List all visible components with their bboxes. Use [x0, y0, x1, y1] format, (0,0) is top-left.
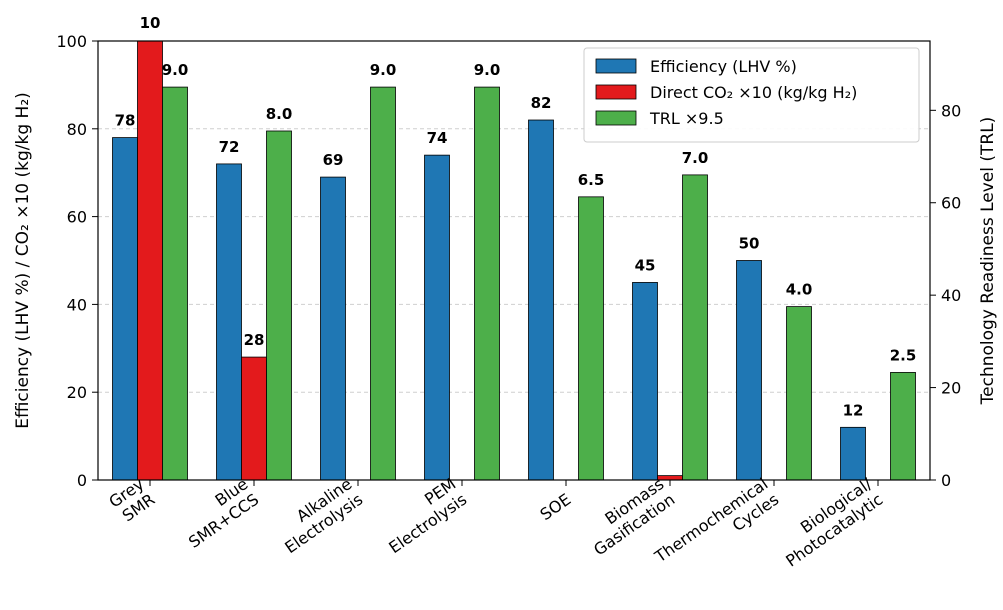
- y-tick-label: 80: [67, 120, 87, 139]
- data-label: 78: [115, 112, 136, 130]
- x-tick-label: ThermochemicalCycles: [650, 474, 782, 582]
- bar-series-1: [137, 40, 163, 481]
- data-label: 72: [219, 138, 240, 156]
- data-label: 50: [739, 235, 760, 253]
- y-tick-label: 60: [67, 208, 87, 227]
- y2-tick-label: 20: [941, 379, 961, 398]
- bar-series-1: [241, 356, 267, 481]
- data-label: 28: [244, 331, 265, 349]
- data-labels: 78 10 9.0 72 28 8.0 69 9.0 74 9.0 82 6.5 45 7.0 50 4.0 1…: [115, 14, 917, 419]
- bar-series-0: [112, 137, 138, 481]
- y-axis-title: Efficiency (LHV %) / CO₂ ×10 (kg/kg H₂): [13, 92, 33, 429]
- legend-swatch: [595, 58, 637, 74]
- data-label: 7.0: [682, 149, 709, 167]
- x-tick-label: Biological/Photocatalytic: [771, 474, 886, 571]
- data-label: 74: [427, 129, 448, 147]
- y-tick-label: 20: [67, 383, 87, 402]
- y2-tick-label: 60: [941, 194, 961, 213]
- y2-tick-label: 0: [941, 471, 951, 490]
- y-tick-label: 0: [77, 471, 87, 490]
- bar-series-0: [632, 282, 658, 481]
- legend-entry: Efficiency (LHV %): [650, 57, 797, 76]
- y2-axis-title: Technology Readiness Level (TRL): [978, 117, 998, 406]
- x-tick-label: BlueSMR+CCS: [174, 474, 262, 552]
- y2-tick-label: 80: [941, 101, 961, 120]
- bar-series-0: [216, 163, 242, 481]
- data-label: 82: [531, 94, 552, 112]
- data-label: 4.0: [786, 281, 813, 299]
- legend-entry: TRL ×9.5: [649, 109, 724, 128]
- bar-series-1: [657, 475, 683, 481]
- bar-series-0: [424, 154, 450, 481]
- y2-tick-label: 40: [941, 286, 961, 305]
- bar-series-2: [162, 86, 188, 481]
- bar-series-2: [786, 306, 812, 481]
- legend: Efficiency (LHV %) Direct CO₂ ×10 (kg/kg …: [583, 47, 920, 143]
- bar-series-0: [528, 119, 554, 481]
- data-label: 9.0: [474, 61, 501, 79]
- data-label: 10: [140, 14, 161, 32]
- bars: [112, 40, 916, 481]
- legend-swatch: [595, 84, 637, 100]
- x-tick-label: AlkalineElectrolysis: [270, 474, 366, 557]
- data-label: 12: [843, 401, 864, 419]
- bar-series-0: [320, 176, 346, 481]
- data-label: 6.5: [578, 171, 605, 189]
- bar-series-2: [474, 86, 500, 481]
- y-tick-label: 40: [67, 295, 87, 314]
- bar-series-0: [736, 260, 762, 481]
- bar-series-2: [578, 196, 604, 481]
- data-label: 8.0: [266, 105, 293, 123]
- bar-series-2: [370, 86, 396, 481]
- legend-swatch: [595, 110, 637, 126]
- bar-series-2: [682, 174, 708, 481]
- data-label: 9.0: [370, 61, 397, 79]
- x-tick-label: PEMElectrolysis: [374, 474, 470, 557]
- legend-entry: Direct CO₂ ×10 (kg/kg H₂): [650, 83, 857, 102]
- bar-series-2: [266, 130, 292, 481]
- plot-frame: [97, 40, 931, 481]
- data-label: 69: [323, 151, 344, 169]
- bar-series-2: [890, 372, 916, 481]
- data-label: 45: [635, 256, 656, 274]
- y-tick-label: 100: [56, 32, 87, 51]
- x-tick-label: SOE: [536, 490, 574, 524]
- bar-series-0: [840, 426, 866, 481]
- data-label: 2.5: [890, 346, 917, 364]
- legend-box: [583, 47, 920, 143]
- data-label: 9.0: [162, 61, 189, 79]
